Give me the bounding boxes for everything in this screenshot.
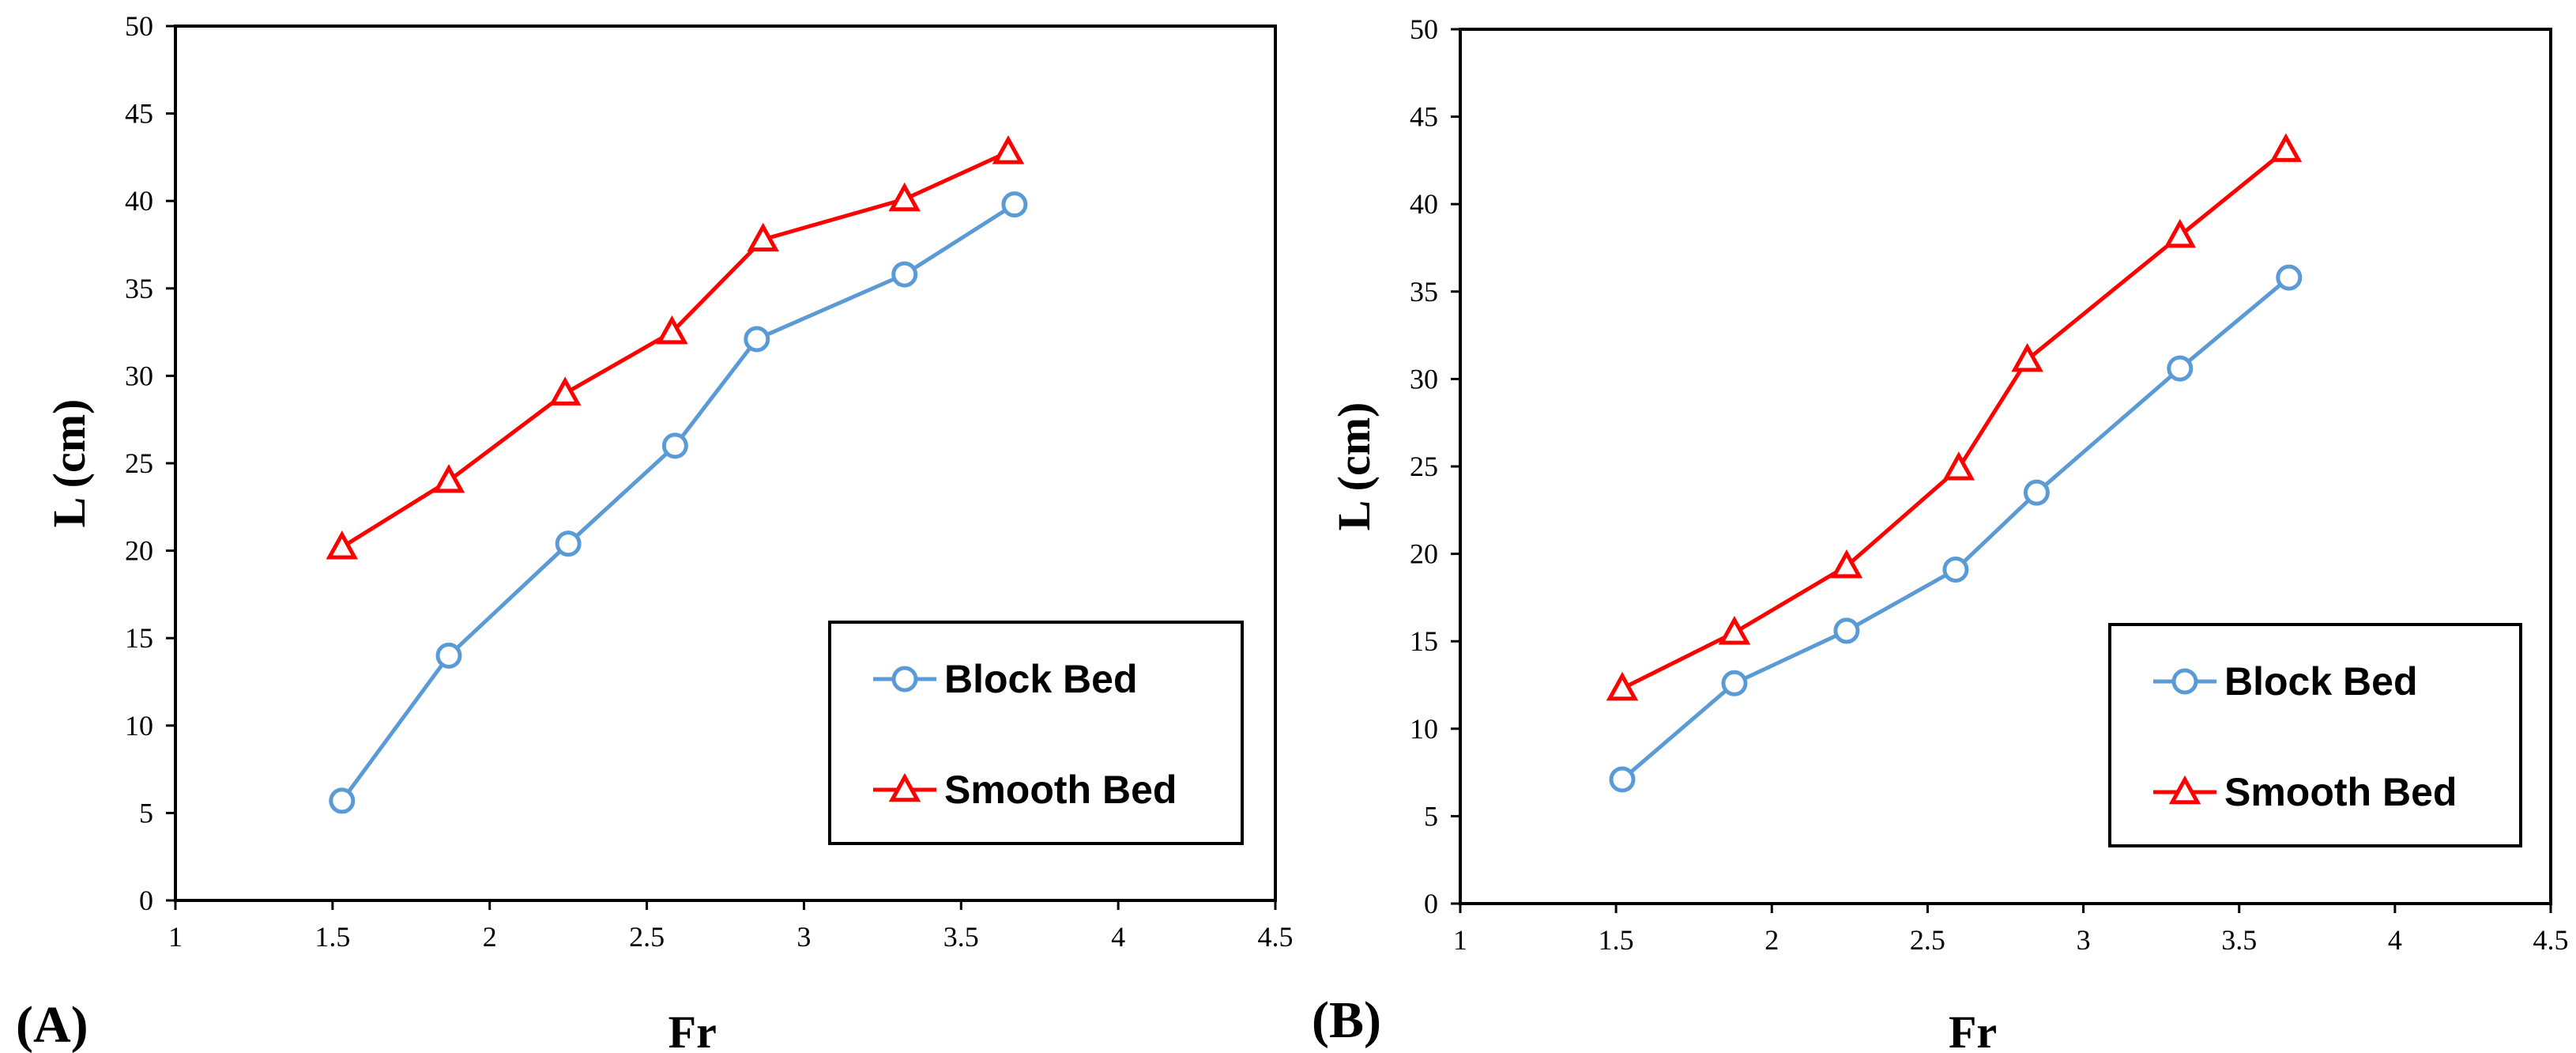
data-point xyxy=(656,315,688,345)
data-point xyxy=(1001,191,1028,218)
data-point xyxy=(2269,133,2303,162)
data-point xyxy=(888,182,921,212)
data-point xyxy=(435,642,462,669)
legend-marker xyxy=(891,666,918,693)
y-tick-label: 35 xyxy=(1410,276,1438,308)
x-axis-title: Fr xyxy=(668,1006,717,1053)
data-point xyxy=(1606,671,1639,701)
y-axis-title: L (cm) xyxy=(43,399,95,528)
legend: Block Bed Smooth Bed xyxy=(2108,623,2522,847)
y-tick-label: 45 xyxy=(125,98,153,130)
x-tick-label: 3 xyxy=(2077,924,2091,956)
x-tick-label: 3.5 xyxy=(2221,924,2257,956)
y-tick-label: 50 xyxy=(125,10,153,42)
data-point xyxy=(2167,355,2194,382)
y-tick-label: 0 xyxy=(139,885,153,916)
y-tick-label: 40 xyxy=(125,185,153,217)
chart-panel-a: 0 5 10 15 20 25 30 35 40 45 50 1 1.5 2 2.5 3 3.5 4 4.5 Fr L … xyxy=(16,10,1294,1053)
chart-panel-b: 0 5 10 15 20 25 30 35 40 45 50 1 1.5 2 2.5 3 3.5 4 4.5 Fr L … xyxy=(1312,13,2569,1053)
data-point xyxy=(555,530,582,557)
data-point xyxy=(1833,617,1860,644)
data-point xyxy=(2023,479,2050,506)
legend-label: Smooth Bed xyxy=(2224,770,2457,814)
legend-marker xyxy=(2171,668,2198,695)
y-tick-label: 15 xyxy=(125,622,153,654)
y-tick-label: 35 xyxy=(125,273,153,304)
x-tick-label: 4.5 xyxy=(2533,924,2569,956)
legend-label: Block Bed xyxy=(944,657,1138,701)
y-axis-title: L (cm) xyxy=(1328,402,1380,531)
legend-box xyxy=(2108,623,2522,847)
legend-box xyxy=(828,621,1244,845)
y-tick-label: 30 xyxy=(1410,363,1438,394)
data-point xyxy=(1942,451,1975,481)
x-tick-label: 3 xyxy=(797,921,811,953)
data-point xyxy=(329,787,356,814)
data-point xyxy=(661,432,688,459)
y-tick-label: 30 xyxy=(125,360,153,391)
data-point xyxy=(326,530,359,560)
data-point xyxy=(891,261,918,288)
series-smooth-bed xyxy=(1606,133,2303,701)
data-point xyxy=(2164,218,2197,248)
y-tick-label: 20 xyxy=(125,535,153,567)
series-block-bed xyxy=(1609,264,2303,793)
x-tick-label: 1 xyxy=(168,921,183,953)
y-tick-label: 20 xyxy=(1410,538,1438,570)
legend-marker xyxy=(888,772,921,802)
data-point xyxy=(1609,766,1636,793)
data-point xyxy=(744,326,770,353)
data-point xyxy=(432,463,465,493)
x-tick-label: 3.5 xyxy=(943,921,979,953)
legend-label: Block Bed xyxy=(2224,659,2418,704)
data-point xyxy=(1942,557,1969,583)
y-tick-label: 45 xyxy=(1410,101,1438,133)
x-tick-label: 1 xyxy=(1453,924,1467,956)
data-point xyxy=(548,376,582,406)
x-axis-title: Fr xyxy=(1949,1006,1997,1053)
y-tick-label: 0 xyxy=(1424,888,1438,919)
panel-label: (A) xyxy=(16,996,89,1053)
series-block-bed xyxy=(329,191,1028,814)
data-point xyxy=(1830,549,1863,579)
x-tick-label: 1.5 xyxy=(1599,924,1634,956)
series-smooth-bed xyxy=(326,135,1025,560)
y-tick-label: 40 xyxy=(1410,188,1438,220)
y-tick-label: 10 xyxy=(125,710,153,742)
legend: Block Bed Smooth Bed xyxy=(828,621,1244,845)
y-tick-label: 15 xyxy=(1410,625,1438,657)
x-tick-label: 2.5 xyxy=(629,921,665,953)
data-point xyxy=(1718,615,1751,645)
y-tick-label: 25 xyxy=(1410,451,1438,482)
y-tick-label: 5 xyxy=(1424,800,1438,832)
x-tick-label: 4.5 xyxy=(1258,921,1294,953)
y-tick-label: 10 xyxy=(1410,713,1438,745)
y-tick-label: 50 xyxy=(1410,13,1438,45)
x-tick-label: 4 xyxy=(2388,924,2402,956)
data-point xyxy=(2011,342,2043,372)
data-point xyxy=(1721,670,1748,696)
x-tick-label: 4 xyxy=(1111,921,1125,953)
panel-label: (B) xyxy=(1312,991,1381,1049)
legend-label: Smooth Bed xyxy=(944,768,1177,812)
data-point xyxy=(992,135,1025,164)
x-tick-label: 2 xyxy=(483,921,497,953)
y-tick-label: 25 xyxy=(125,447,153,479)
data-point xyxy=(2276,264,2303,291)
x-tick-label: 1.5 xyxy=(314,921,350,953)
legend-marker xyxy=(2168,775,2201,805)
y-tick-label: 5 xyxy=(139,797,153,828)
x-tick-label: 2.5 xyxy=(1910,924,1945,956)
data-point xyxy=(747,222,779,252)
x-tick-label: 2 xyxy=(1764,924,1779,956)
